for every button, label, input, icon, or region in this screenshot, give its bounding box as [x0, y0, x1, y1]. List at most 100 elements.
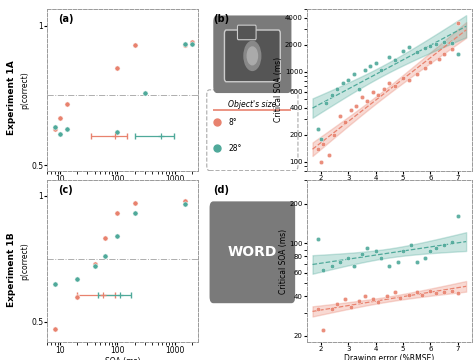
Point	[63, 126, 71, 132]
Point	[181, 41, 189, 47]
Point	[391, 57, 399, 63]
Point	[399, 75, 407, 81]
Point	[131, 210, 138, 216]
FancyBboxPatch shape	[210, 201, 295, 303]
Point	[372, 248, 379, 254]
Point	[385, 263, 393, 269]
Point	[454, 291, 462, 296]
Point	[405, 44, 412, 50]
Point	[358, 251, 365, 257]
Point	[377, 67, 385, 73]
Point	[419, 292, 426, 298]
Point	[413, 49, 420, 55]
Point	[369, 89, 377, 95]
Point	[374, 93, 382, 98]
Point	[141, 90, 149, 95]
Circle shape	[247, 47, 257, 65]
Point	[73, 276, 81, 282]
Point	[448, 288, 456, 293]
Point	[369, 296, 377, 302]
Point	[336, 113, 344, 119]
Point	[454, 20, 462, 26]
Point	[319, 141, 327, 147]
Point	[319, 328, 327, 333]
X-axis label: SOA (ms): SOA (ms)	[105, 356, 140, 360]
Point	[322, 100, 330, 106]
Point	[391, 83, 399, 89]
Y-axis label: Critical SOA (ms): Critical SOA (ms)	[274, 57, 283, 122]
Point	[345, 77, 352, 82]
Point	[421, 255, 429, 261]
Point	[448, 46, 456, 52]
Point	[405, 292, 412, 298]
Point	[454, 213, 462, 219]
Point	[331, 132, 338, 138]
Text: (b): (b)	[213, 14, 229, 24]
Point	[314, 236, 322, 242]
X-axis label: Drawing error (%RMSE): Drawing error (%RMSE)	[344, 182, 435, 191]
Point	[397, 295, 404, 301]
Point	[317, 159, 325, 165]
Point	[421, 45, 429, 51]
Y-axis label: p(correct): p(correct)	[21, 71, 30, 109]
Point	[319, 267, 327, 273]
Point	[366, 64, 374, 69]
Point	[317, 136, 325, 142]
Point	[347, 107, 355, 113]
Point	[56, 131, 64, 137]
Point	[181, 42, 189, 48]
Point	[114, 233, 121, 239]
Circle shape	[244, 41, 261, 71]
Point	[391, 289, 399, 295]
Point	[448, 239, 456, 245]
Text: (c): (c)	[58, 185, 73, 195]
Point	[361, 67, 368, 73]
Point	[413, 289, 420, 295]
Point	[63, 101, 71, 107]
Point	[364, 246, 371, 251]
Point	[432, 291, 440, 296]
Point	[374, 299, 382, 305]
Point	[339, 80, 346, 86]
Point	[101, 235, 109, 241]
Point	[421, 65, 429, 71]
Point	[356, 298, 363, 303]
Point	[131, 200, 138, 206]
Point	[333, 301, 341, 307]
Point	[448, 40, 456, 46]
Point	[440, 51, 448, 57]
Point	[336, 260, 344, 265]
Point	[432, 245, 440, 251]
Text: Experiment 1A: Experiment 1A	[8, 60, 16, 135]
Point	[314, 126, 322, 132]
Point	[51, 327, 58, 332]
Point	[350, 263, 357, 269]
Point	[377, 255, 385, 261]
FancyBboxPatch shape	[237, 25, 256, 40]
Point	[427, 59, 434, 64]
Point	[413, 71, 420, 77]
Point	[328, 306, 336, 312]
Point	[114, 65, 121, 71]
Point	[358, 95, 365, 100]
Point	[356, 86, 363, 92]
Point	[405, 77, 412, 82]
Point	[51, 125, 58, 130]
Point	[51, 126, 58, 132]
FancyBboxPatch shape	[225, 30, 280, 82]
Point	[432, 41, 440, 47]
Point	[372, 60, 379, 66]
Y-axis label: p(correct): p(correct)	[21, 242, 30, 280]
Point	[345, 255, 352, 261]
Point	[385, 54, 393, 60]
Point	[73, 294, 81, 300]
Point	[188, 40, 196, 45]
Point	[385, 80, 393, 86]
Point	[51, 281, 58, 287]
Point	[84, 174, 91, 179]
Point	[56, 115, 64, 121]
Point	[394, 259, 401, 265]
Point	[413, 259, 420, 265]
Point	[427, 288, 434, 293]
Text: Object's size: Object's size	[228, 99, 276, 108]
